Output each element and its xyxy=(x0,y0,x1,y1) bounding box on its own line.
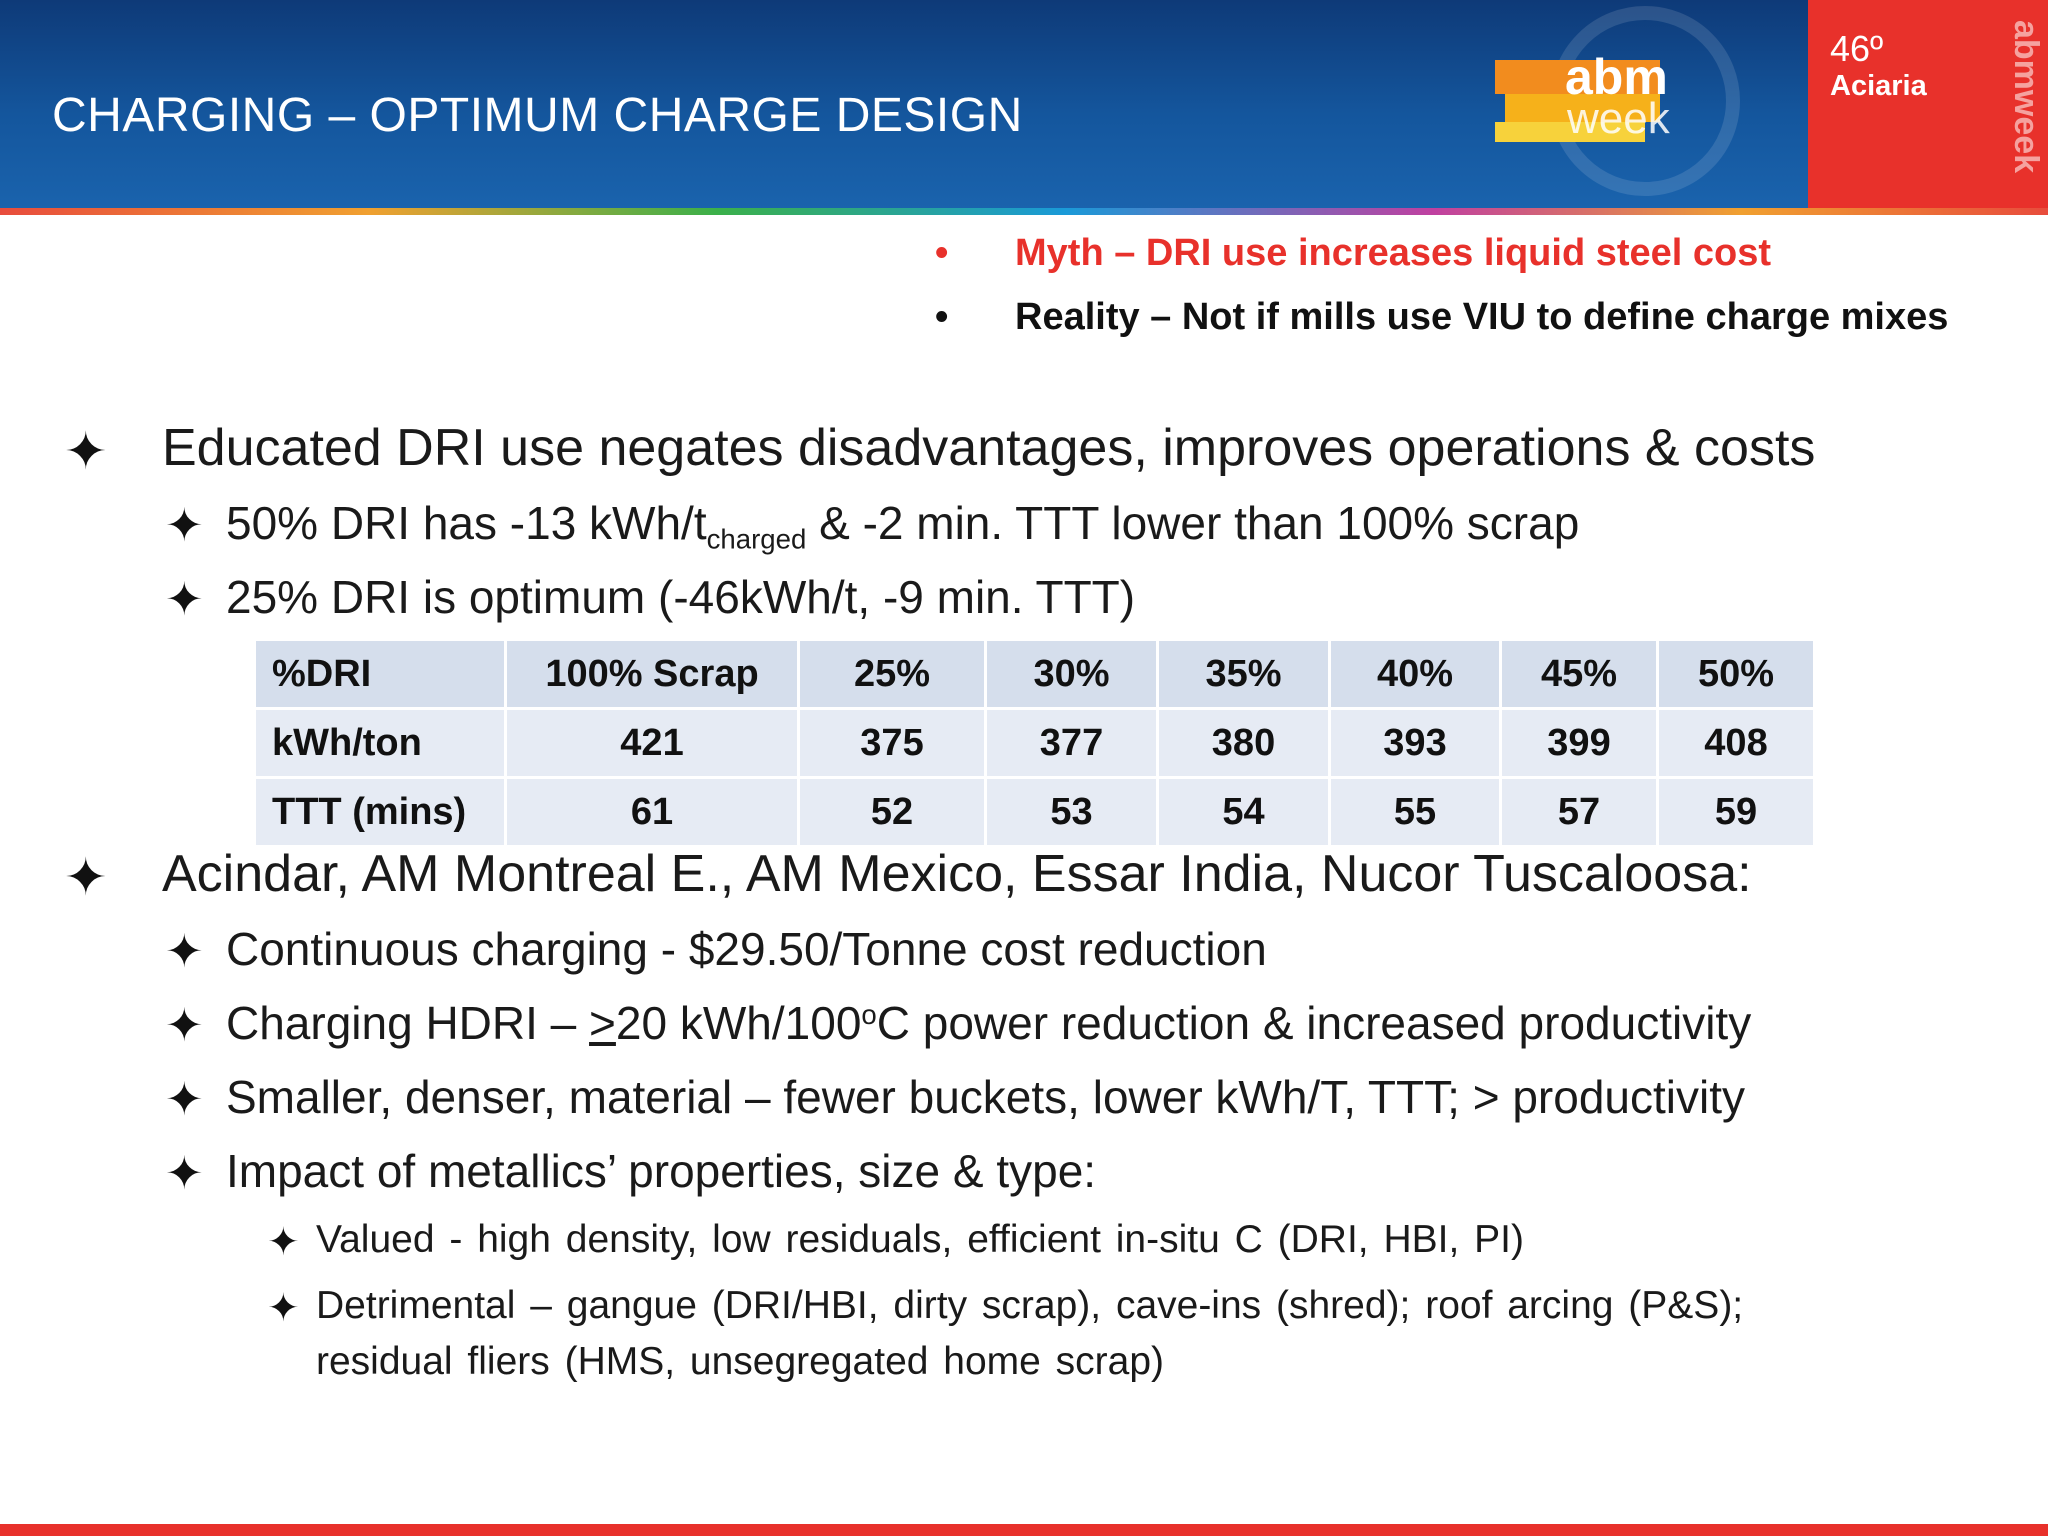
bullet-dot-icon: • xyxy=(935,232,949,274)
logo-bar-yellow xyxy=(1495,122,1645,142)
dri-table: %DRI 100% Scrap 25% 30% 35% 40% 45% 50% … xyxy=(253,638,1816,848)
edition-number: 46º xyxy=(1830,28,1884,69)
star-bullet-icon: ✦ xyxy=(64,423,108,481)
bullet-50-dri-text: 50% DRI has -13 kWh/t xyxy=(226,497,707,549)
table-cell: 399 xyxy=(1502,710,1656,776)
degree-superscript: o xyxy=(861,998,877,1030)
table-cell: 380 xyxy=(1159,710,1328,776)
logo-bar-orange xyxy=(1495,60,1660,94)
table-cell: 375 xyxy=(800,710,984,776)
table-header-row: %DRI 100% Scrap 25% 30% 35% 40% 45% 50% xyxy=(256,641,1813,707)
reality-text: Reality – Not if mills use VIU to define… xyxy=(1015,296,1949,338)
table-header-cell: 45% xyxy=(1502,641,1656,707)
table-cell: 393 xyxy=(1331,710,1499,776)
bullet-detrimental-cont: residual fliers (HMS, unsegregated home … xyxy=(316,1340,1165,1383)
logo-bar-amber xyxy=(1505,94,1660,122)
star-bullet-icon: ✦ xyxy=(165,499,204,551)
charged-subscript: charged xyxy=(706,523,807,555)
table-cell: kWh/ton xyxy=(256,710,504,776)
table-header-cell: 30% xyxy=(987,641,1156,707)
bullet-dot-icon: • xyxy=(935,296,949,338)
logo-week-text: week xyxy=(1567,94,1670,143)
table-cell: 55 xyxy=(1331,779,1499,845)
hdri-text-start: Charging HDRI – xyxy=(226,997,590,1049)
table-cell: 61 xyxy=(507,779,797,845)
bullet-50-dri-rest: & -2 min. TTT lower than 100% scrap xyxy=(806,497,1580,549)
star-bullet-icon: ✦ xyxy=(165,925,204,977)
reality-item: • Reality – Not if mills use VIU to defi… xyxy=(935,296,1948,360)
table-cell: 54 xyxy=(1159,779,1328,845)
table-header-cell: 35% xyxy=(1159,641,1328,707)
vertical-brand-text: abmweek xyxy=(2007,20,2045,174)
star-bullet-icon: ✦ xyxy=(267,1221,300,1264)
bullet-detrimental: Detrimental – gangue (DRI/HBI, dirty scr… xyxy=(316,1284,1744,1327)
myth-reality-list: • Myth – DRI use increases liquid steel … xyxy=(935,232,1948,360)
table-cell: 377 xyxy=(987,710,1156,776)
greater-equal-symbol: > xyxy=(589,997,616,1049)
table-header-cell: 40% xyxy=(1331,641,1499,707)
table-header-cell: 50% xyxy=(1659,641,1813,707)
bullet-charging-hdri: Charging HDRI – >20 kWh/100oC power redu… xyxy=(226,996,1751,1050)
edition-label: Aciaria xyxy=(1830,70,1927,102)
bullet-impact-metallics: Impact of metallics’ properties, size & … xyxy=(226,1145,1097,1197)
star-bullet-icon: ✦ xyxy=(165,573,204,625)
bullet-mills-list: Acindar, AM Montreal E., AM Mexico, Essa… xyxy=(162,845,1752,903)
table-cell: 421 xyxy=(507,710,797,776)
table-cell: 52 xyxy=(800,779,984,845)
bullet-smaller-denser: Smaller, denser, material – fewer bucket… xyxy=(226,1071,1745,1123)
footer-bar xyxy=(0,1524,2048,1536)
star-bullet-icon: ✦ xyxy=(267,1287,300,1330)
table-cell: 53 xyxy=(987,779,1156,845)
table-cell: TTT (mins) xyxy=(256,779,504,845)
star-bullet-icon: ✦ xyxy=(64,849,108,907)
bullet-50-dri: 50% DRI has -13 kWh/tcharged & -2 min. T… xyxy=(226,496,1579,556)
logo-abm-text: abm xyxy=(1565,49,1668,105)
table-cell: 408 xyxy=(1659,710,1813,776)
star-bullet-icon: ✦ xyxy=(165,1073,204,1125)
table-cell: 57 xyxy=(1502,779,1656,845)
hdri-text-mid: 20 kWh/100 xyxy=(615,997,862,1049)
table-row: TTT (mins) 61 52 53 54 55 57 59 xyxy=(256,779,1813,845)
bullet-valued: Valued - high density, low residuals, ef… xyxy=(316,1218,1524,1261)
bullet-25-dri: 25% DRI is optimum (-46kWh/t, -9 min. TT… xyxy=(226,571,1136,623)
table-header-cell: %DRI xyxy=(256,641,504,707)
table-header-cell: 25% xyxy=(800,641,984,707)
edition-panel xyxy=(1808,0,2048,208)
abm-week-logo: abm week xyxy=(1495,42,1755,162)
slide-title: CHARGING – OPTIMUM CHARGE DESIGN xyxy=(52,89,1023,142)
table-row: kWh/ton 421 375 377 380 393 399 408 xyxy=(256,710,1813,776)
star-bullet-icon: ✦ xyxy=(165,999,204,1051)
star-bullet-icon: ✦ xyxy=(165,1147,204,1199)
myth-text: Myth – DRI use increases liquid steel co… xyxy=(1015,232,1772,274)
table-header-cell: 100% Scrap xyxy=(507,641,797,707)
bullet-educated-dri: Educated DRI use negates disadvantages, … xyxy=(162,419,1816,477)
table-cell: 59 xyxy=(1659,779,1813,845)
myth-item: • Myth – DRI use increases liquid steel … xyxy=(935,232,1948,296)
bullet-continuous-charging: Continuous charging - $29.50/Tonne cost … xyxy=(226,923,1267,975)
hdri-text-end: C power reduction & increased productivi… xyxy=(876,997,1752,1049)
color-stripe xyxy=(0,208,2048,215)
